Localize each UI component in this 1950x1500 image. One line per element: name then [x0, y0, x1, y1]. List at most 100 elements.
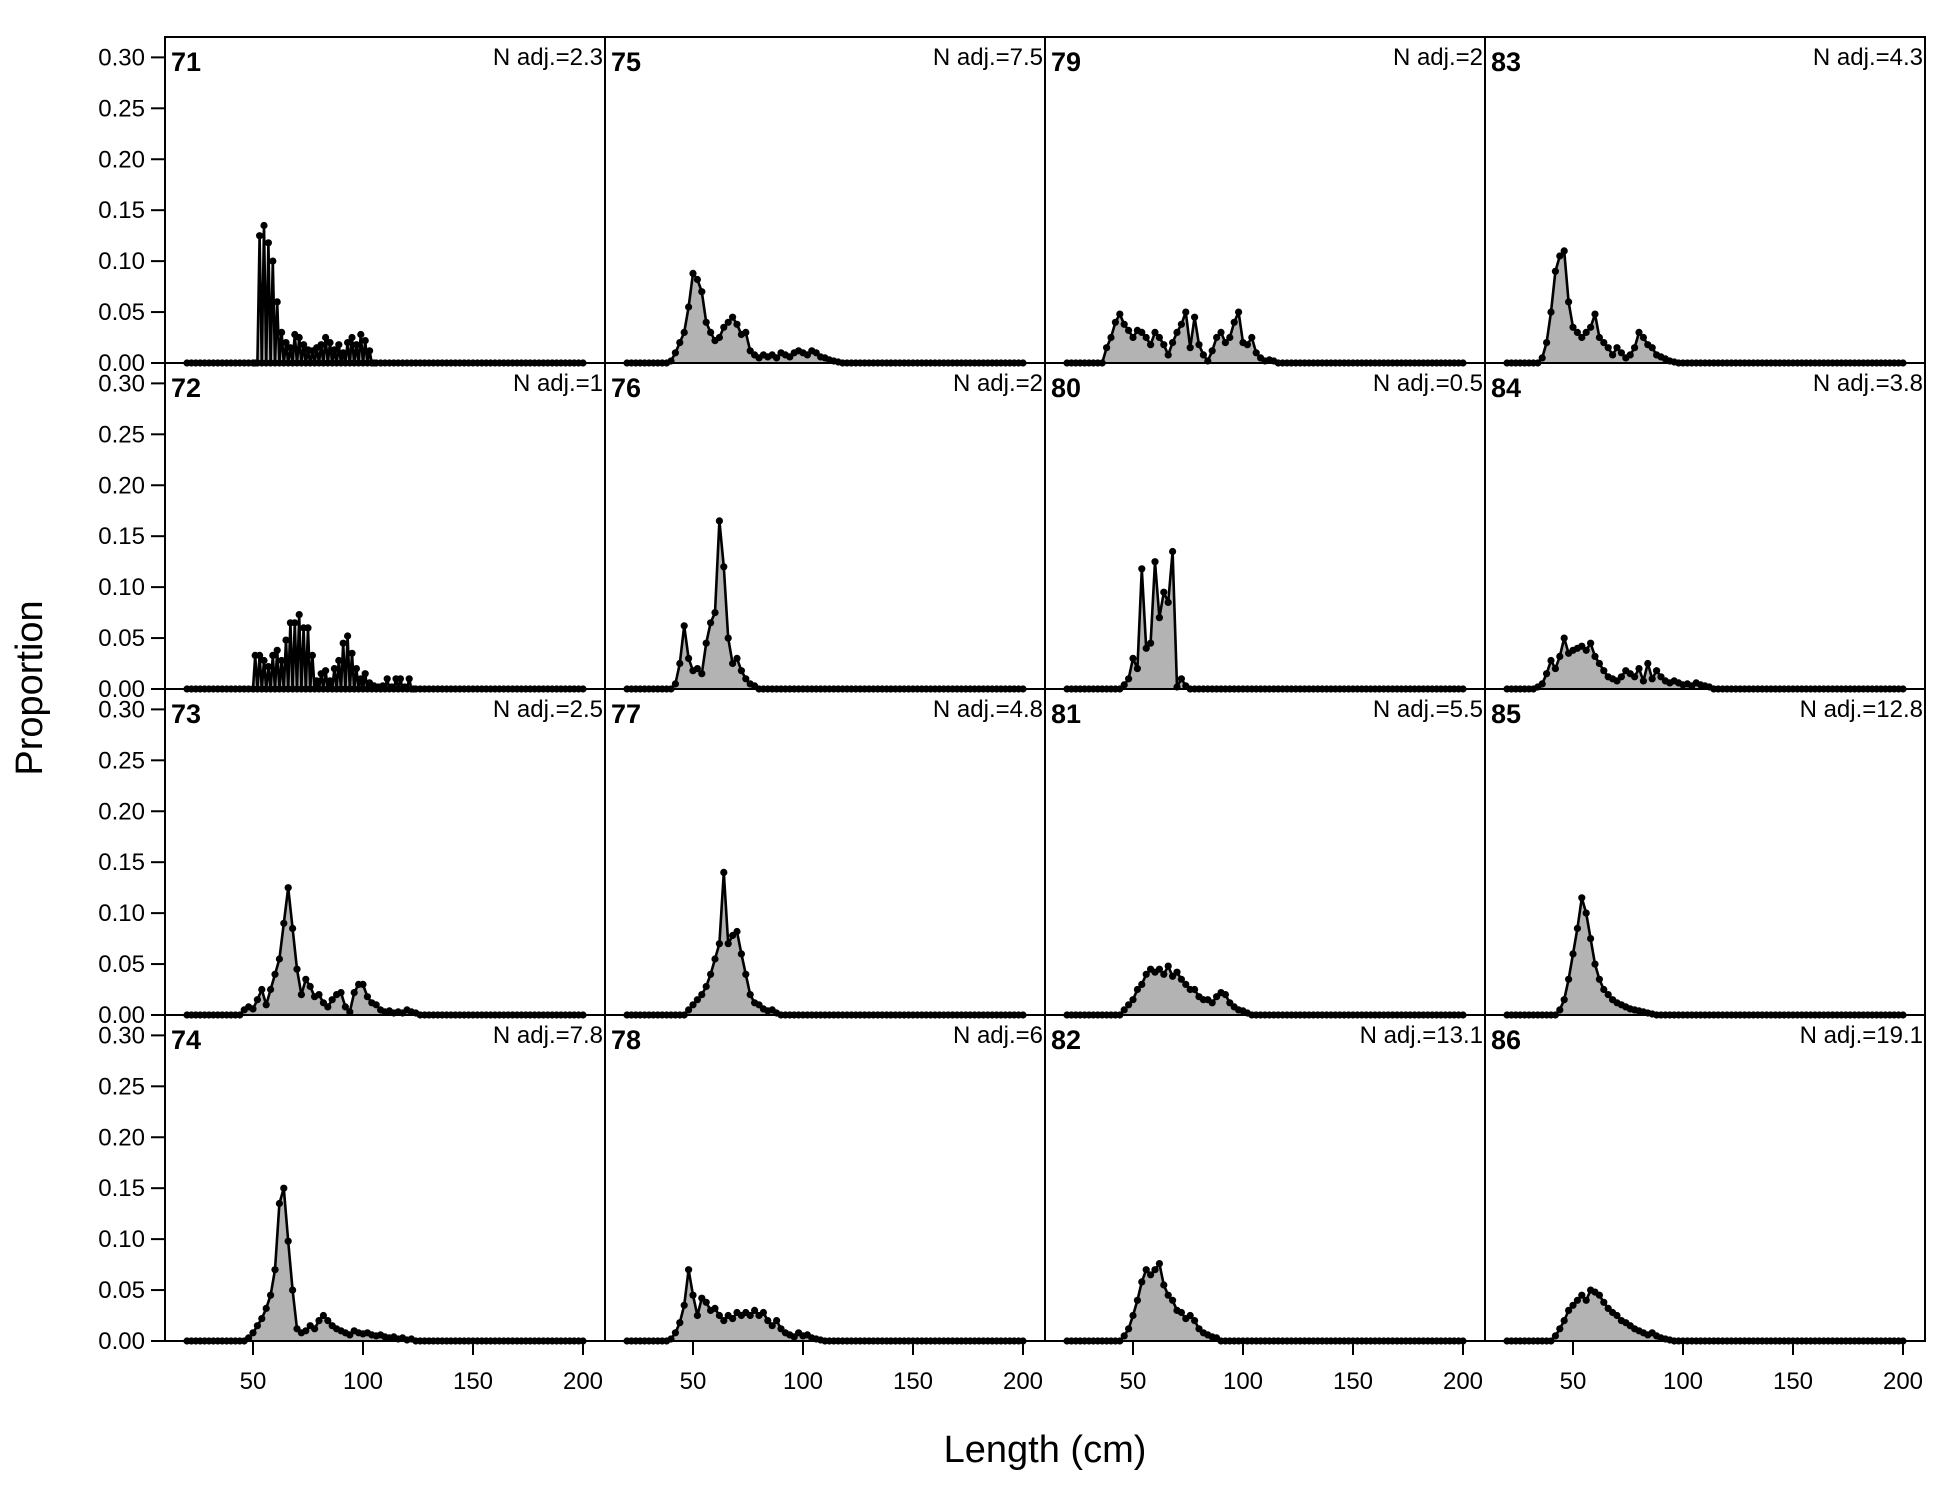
y-tick-label: 0.20	[98, 472, 145, 499]
data-point	[289, 1286, 297, 1294]
data-point	[264, 239, 272, 247]
data-point	[1600, 339, 1608, 347]
data-point	[1138, 328, 1146, 336]
data-point	[1147, 1271, 1155, 1279]
data-point	[1129, 996, 1137, 1004]
data-point	[1595, 975, 1603, 983]
data-point	[1547, 308, 1555, 316]
data-point	[1573, 924, 1581, 933]
panel-78-frame	[604, 1014, 1046, 1342]
y-tick-label: 0.05	[98, 951, 145, 978]
data-point	[284, 1237, 292, 1245]
data-point	[271, 970, 279, 978]
data-point	[1160, 970, 1168, 978]
data-point	[366, 347, 374, 355]
data-point	[1186, 344, 1194, 352]
data-point	[707, 619, 715, 627]
data-point	[1186, 1311, 1194, 1320]
panel-81-frame	[1044, 688, 1486, 1016]
data-point	[1208, 347, 1216, 355]
data-point	[352, 665, 360, 673]
data-point	[1125, 1001, 1133, 1009]
n-adj-label: N adj.=7.8	[493, 1022, 603, 1049]
data-point	[335, 341, 343, 349]
y-tick-label: 0.15	[98, 849, 145, 876]
data-point	[282, 339, 290, 347]
data-point	[1191, 1317, 1199, 1325]
data-point	[1133, 985, 1141, 994]
data-point	[729, 659, 737, 668]
data-point	[1587, 935, 1595, 943]
data-point	[344, 339, 352, 347]
panel-73: 73 N adj.=2.5	[164, 688, 606, 1019]
data-point	[1147, 639, 1155, 647]
data-point	[262, 1304, 270, 1312]
panel-85-area	[1507, 897, 1903, 1015]
data-point	[685, 1006, 693, 1014]
y-tick-label: 0.10	[98, 574, 145, 601]
data-point	[1578, 894, 1586, 902]
data-point	[1230, 318, 1238, 326]
data-point	[689, 1001, 697, 1009]
panel-74-frame	[164, 1014, 606, 1342]
data-point	[357, 675, 365, 683]
y-tick-label: 0.05	[98, 1277, 145, 1304]
data-point	[1142, 970, 1150, 978]
data-point	[685, 654, 693, 663]
data-point	[746, 991, 754, 999]
data-point	[715, 1311, 724, 1320]
n-adj-label: N adj.=0.5	[1373, 370, 1483, 397]
data-point	[302, 975, 310, 983]
data-point	[1199, 351, 1207, 359]
data-point	[720, 1317, 728, 1325]
y-tick-label: 0.15	[98, 197, 145, 224]
data-point	[1125, 675, 1133, 683]
data-point	[1133, 665, 1141, 673]
n-adj-label: N adj.=2.3	[493, 44, 603, 71]
data-point	[308, 651, 316, 660]
y-tick-label: 0.00	[98, 350, 145, 377]
data-point	[685, 303, 693, 311]
data-point	[1191, 313, 1199, 321]
data-point	[1182, 308, 1190, 316]
data-point	[1164, 598, 1172, 607]
data-point	[733, 927, 741, 936]
panel-86-area	[1507, 1290, 1903, 1341]
y-tick-label: 0.30	[98, 696, 145, 723]
panel-86: 86 N adj.=19.1	[1484, 1014, 1926, 1345]
data-point	[1551, 267, 1559, 275]
data-point	[291, 619, 299, 627]
data-point	[689, 269, 697, 277]
data-point	[1560, 634, 1568, 642]
data-point	[1635, 328, 1643, 336]
data-point	[396, 675, 404, 683]
data-point	[1565, 298, 1573, 306]
data-point	[698, 670, 706, 678]
panel-label: 79	[1051, 47, 1081, 77]
n-adj-label: N adj.=3.8	[1813, 370, 1923, 397]
data-point	[711, 1304, 719, 1312]
data-point	[1160, 1281, 1168, 1289]
data-point	[1164, 1291, 1172, 1299]
data-point	[715, 940, 724, 948]
data-point	[711, 955, 719, 963]
n-adj-label: N adj.=2	[1393, 44, 1483, 71]
data-point	[671, 349, 680, 357]
data-point	[245, 1334, 253, 1342]
data-point	[267, 985, 275, 994]
data-point	[689, 1291, 697, 1299]
panel-77-line	[627, 871, 1023, 1017]
data-point	[253, 996, 261, 1004]
data-point	[1543, 670, 1551, 678]
y-tick-label: 0.10	[98, 248, 145, 275]
panel-80-area	[1067, 551, 1463, 689]
data-point	[324, 1003, 332, 1011]
x-axis-title: Length (cm)	[944, 1429, 1147, 1471]
data-point	[1639, 677, 1647, 685]
panel-74: 74 N adj.=7.8	[164, 1014, 606, 1345]
data-point	[1604, 991, 1612, 999]
data-point	[1177, 675, 1185, 683]
data-point	[737, 950, 746, 958]
data-point	[773, 1317, 781, 1325]
x-tick-label: 150	[1333, 1368, 1373, 1395]
